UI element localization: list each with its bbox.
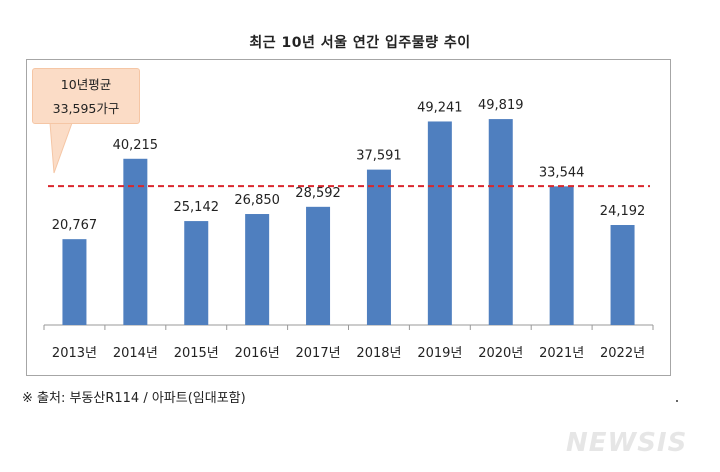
- bar-2019년: [427, 121, 452, 325]
- bar-2013년: [62, 239, 87, 325]
- bar-2021년: [549, 186, 574, 325]
- data-label: 49,819: [478, 98, 524, 113]
- x-tick-label: 2015년: [174, 346, 219, 361]
- data-label: 20,767: [52, 218, 98, 233]
- chart-frame: [26, 59, 671, 376]
- average-callout: 10년평균 33,595가구: [32, 68, 140, 124]
- x-tick-label: 2021년: [539, 346, 584, 361]
- x-tick-label: 2013년: [52, 346, 97, 361]
- x-tick-label: 2022년: [600, 346, 645, 361]
- data-label: 28,592: [295, 186, 341, 201]
- x-tick-label: 2018년: [356, 346, 401, 361]
- data-label: 40,215: [113, 138, 159, 153]
- data-label: 25,142: [174, 200, 220, 215]
- x-tick-label: 2014년: [113, 346, 158, 361]
- data-label: 26,850: [234, 193, 280, 208]
- dot: [676, 400, 678, 402]
- bar-2017년: [306, 206, 331, 325]
- bar-2016년: [245, 214, 270, 325]
- average-label-line2: 33,595가구: [52, 101, 120, 116]
- data-label: 33,544: [539, 165, 585, 180]
- average-label-line1: 10년평균: [60, 77, 112, 92]
- x-tick-label: 2017년: [296, 346, 341, 361]
- watermark-logo: NEWSIS: [566, 428, 688, 458]
- data-label: 24,192: [600, 204, 646, 219]
- x-tick-label: 2020년: [478, 346, 523, 361]
- bar-2018년: [366, 169, 391, 325]
- bar-2022년: [610, 225, 635, 325]
- data-label: 37,591: [356, 149, 402, 164]
- chart-title: 최근 10년 서울 연간 입주물량 추이: [249, 35, 471, 51]
- x-tick-label: 2016년: [235, 346, 280, 361]
- source-note: ※ 출처: 부동산R114 / 아파트(임대포함): [22, 391, 246, 406]
- x-tick-label: 2019년: [417, 346, 462, 361]
- bar-2020년: [488, 119, 513, 325]
- bar-2015년: [184, 221, 209, 325]
- data-label: 49,241: [417, 100, 463, 115]
